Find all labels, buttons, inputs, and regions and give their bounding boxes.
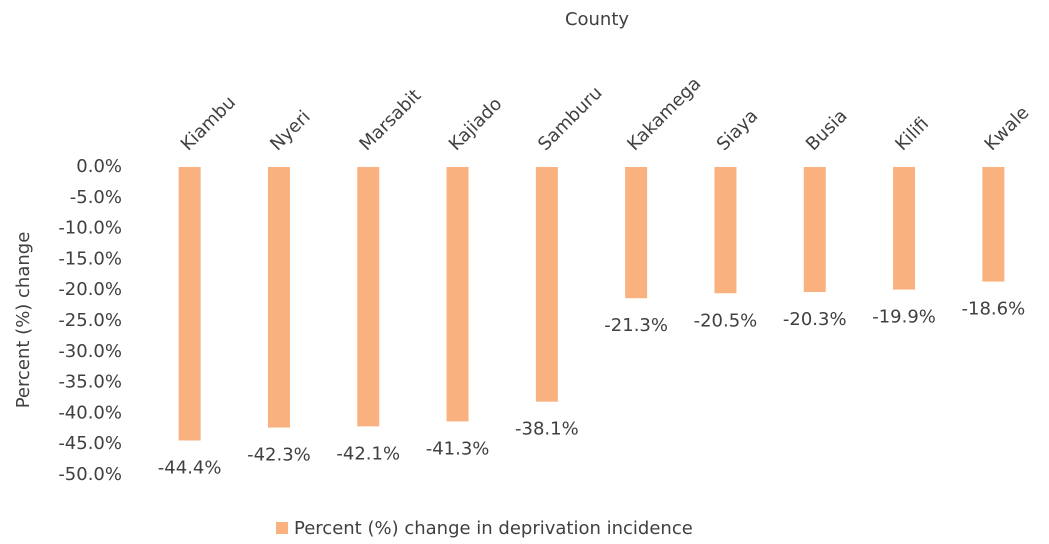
value-label: -20.3% bbox=[783, 309, 847, 330]
y-tick-label: -50.0% bbox=[58, 464, 122, 485]
bar bbox=[535, 167, 558, 402]
bar bbox=[625, 167, 648, 299]
y-tick-label: -45.0% bbox=[58, 433, 122, 454]
x-tick-label: Kajiado bbox=[445, 94, 507, 156]
x-tick-label: Kakamega bbox=[623, 73, 705, 155]
x-tick-label: Samburu bbox=[534, 82, 607, 155]
bar bbox=[893, 167, 916, 290]
value-label: -38.1% bbox=[515, 419, 579, 440]
y-tick-label: 0.0% bbox=[76, 156, 122, 177]
x-tick-label: Busia bbox=[802, 105, 852, 155]
x-tick-label: Kiambu bbox=[177, 92, 240, 155]
y-tick-label: -5.0% bbox=[70, 187, 122, 208]
legend-label: Percent (%) change in deprivation incide… bbox=[294, 518, 693, 539]
bar bbox=[982, 167, 1005, 282]
x-tick-label: Nyeri bbox=[266, 107, 315, 156]
y-tick-label: -10.0% bbox=[58, 218, 122, 239]
y-tick-label: -30.0% bbox=[58, 341, 122, 362]
y-tick-label: -25.0% bbox=[58, 310, 122, 331]
legend-swatch bbox=[276, 522, 288, 534]
x-tick-label: Kilifi bbox=[891, 113, 933, 155]
value-label: -20.5% bbox=[694, 310, 758, 331]
x-tick-label: Siaya bbox=[713, 105, 763, 155]
bar bbox=[803, 167, 826, 293]
value-label: -19.9% bbox=[872, 307, 936, 328]
y-tick-label: -35.0% bbox=[58, 372, 122, 393]
bar bbox=[446, 167, 469, 422]
bar bbox=[178, 167, 201, 441]
bar bbox=[714, 167, 737, 294]
y-tick-label: -20.0% bbox=[58, 279, 122, 300]
x-tick-label: Kwale bbox=[981, 102, 1034, 155]
y-tick-label: -40.0% bbox=[58, 402, 122, 423]
bar bbox=[357, 167, 380, 427]
value-label: -18.6% bbox=[962, 299, 1026, 320]
x-tick-label: Marsabit bbox=[355, 85, 425, 155]
value-label: -41.3% bbox=[426, 438, 490, 459]
y-tick-label: -15.0% bbox=[58, 248, 122, 269]
x-axis-title: County bbox=[565, 9, 629, 30]
y-axis-title: Percent (%) change bbox=[13, 232, 34, 409]
bar bbox=[267, 167, 290, 428]
value-label: -21.3% bbox=[604, 315, 668, 336]
value-label: -44.4% bbox=[158, 458, 222, 479]
value-label: -42.1% bbox=[336, 443, 400, 464]
value-label: -42.3% bbox=[247, 445, 311, 466]
